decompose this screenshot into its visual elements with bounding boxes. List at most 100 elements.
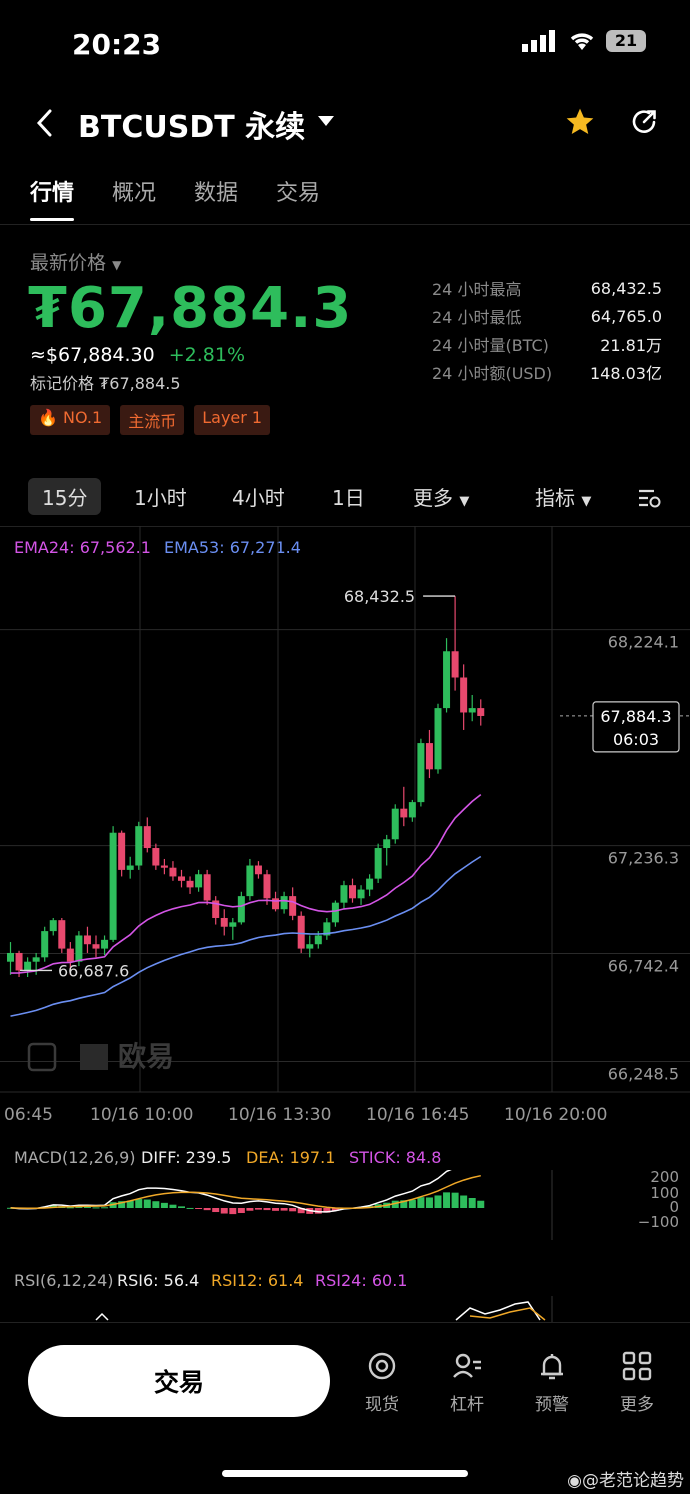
stat-label: 24 小时量(BTC) — [432, 336, 549, 355]
macd-histogram-bar — [425, 1197, 433, 1208]
share-icon[interactable] — [628, 106, 660, 138]
macd-histogram-bar — [443, 1192, 451, 1208]
caret-down-icon: ▼ — [581, 494, 592, 509]
candle-body — [92, 944, 100, 949]
weibo-handle: @老范论趋势 — [582, 1471, 684, 1491]
timeframe-more[interactable]: 更多 ▼ — [413, 482, 469, 511]
macd-diff-line — [10, 1170, 452, 1213]
macd-diff: DIFF: 239.5 — [141, 1148, 232, 1167]
macd-stick: STICK: 84.8 — [349, 1148, 442, 1167]
grid-icon — [622, 1351, 652, 1381]
tab-data[interactable]: 数据 — [194, 181, 239, 206]
price-label-text: 最新价格 — [30, 252, 107, 274]
macd-histogram-bar — [263, 1208, 271, 1211]
chevron-down-icon[interactable] — [316, 114, 336, 128]
usd-price-row: ≈$67,884.30 +2.81% — [30, 344, 245, 366]
stat-row: 24 小时量(BTC) 21.81万 — [432, 330, 662, 358]
candle-body — [314, 935, 322, 945]
candle-body — [126, 865, 134, 870]
macd-histogram-bar — [408, 1199, 416, 1208]
candle-body — [195, 874, 203, 888]
rank-badge[interactable]: 🔥 NO.1 — [30, 405, 111, 435]
y-tick-label: 66,742.4 — [608, 957, 679, 976]
candle-body — [15, 952, 23, 971]
chart-settings-icon[interactable] — [638, 488, 662, 508]
macd-tick-label: 100 — [650, 1184, 679, 1202]
macd-histogram-bar — [460, 1195, 468, 1208]
current-price-box — [592, 701, 680, 753]
timeframe-4h[interactable]: 4小时 — [232, 486, 285, 510]
macd-tick-label: 200 — [650, 1170, 679, 1186]
usd-price: ≈$67,884.30 — [30, 344, 155, 366]
candle-body — [178, 876, 185, 881]
fire-icon: 🔥 — [38, 408, 58, 427]
nav-alerts[interactable]: 预警 — [522, 1350, 582, 1415]
macd-histogram-bar — [212, 1208, 220, 1213]
logo-icon — [80, 1044, 108, 1070]
stat-value: 68,432.5 — [590, 278, 662, 298]
back-icon[interactable] — [34, 108, 56, 138]
macd-histogram-bar — [434, 1195, 442, 1208]
macd-histogram-bar — [92, 1207, 100, 1209]
macd-histogram-bar — [289, 1208, 297, 1212]
candle-body — [400, 808, 408, 818]
tab-market[interactable]: 行情 — [30, 175, 75, 221]
tab-trade[interactable]: 交易 — [276, 181, 321, 206]
candle-body — [220, 917, 228, 927]
candle-body — [75, 935, 83, 962]
macd-histogram-bar — [83, 1207, 91, 1209]
macd-histogram-bar — [477, 1200, 485, 1208]
tab-overview[interactable]: 概况 — [112, 181, 157, 206]
candle-body — [263, 874, 271, 899]
symbol-title[interactable]: BTCUSDT 永续 — [78, 110, 306, 145]
home-indicator[interactable] — [222, 1470, 468, 1477]
candle-body — [408, 802, 416, 818]
star-icon[interactable] — [564, 106, 596, 138]
macd-histogram-bar — [280, 1208, 288, 1211]
current-price-label: 67,884.3 — [600, 707, 671, 726]
stat-value: 21.81万 — [600, 336, 662, 355]
candle-body — [280, 896, 288, 910]
candle-body — [7, 952, 14, 962]
candle-body — [331, 902, 339, 923]
rank-badge-label: NO.1 — [63, 408, 103, 427]
stat-label: 24 小时最高 — [432, 280, 522, 299]
price-label[interactable]: 最新价格 ▼ — [30, 248, 121, 275]
nav-spot[interactable]: 现货 — [352, 1350, 412, 1415]
candle-body — [391, 808, 399, 840]
caret-down-icon: ▼ — [112, 258, 122, 272]
candle-body — [383, 839, 391, 849]
rsi12-value: RSI12: 61.4 — [211, 1271, 304, 1290]
nav-margin[interactable]: 杠杆 — [437, 1350, 497, 1415]
candle-body — [434, 708, 442, 770]
indicators-label: 指标 — [535, 486, 575, 510]
macd-histogram-bar — [331, 1208, 339, 1211]
timeframe-1h[interactable]: 1小时 — [134, 486, 187, 510]
macd-histogram-bar — [195, 1208, 203, 1209]
macd-histogram-bar — [66, 1207, 74, 1209]
fullscreen-icon — [27, 1042, 57, 1072]
macd-histogram-bar — [391, 1200, 399, 1208]
layer-badge[interactable]: Layer 1 — [194, 405, 271, 435]
macd-histogram-bar — [314, 1208, 322, 1214]
trade-button[interactable]: 交易 — [28, 1345, 330, 1417]
macd-histogram-bar — [229, 1208, 237, 1215]
stat-row: 24 小时最高 68,432.5 — [432, 274, 662, 302]
candle-body — [417, 743, 425, 803]
macd-dea-line — [10, 1174, 481, 1210]
timeframe-1d[interactable]: 1日 — [332, 486, 365, 510]
stat-row: 24 小时额(USD) 148.03亿 — [432, 358, 662, 386]
countdown-label: 06:03 — [613, 730, 659, 749]
candle-body — [477, 708, 485, 716]
macd-histogram-bar — [75, 1206, 83, 1208]
timeframe-15m[interactable]: 15分 — [28, 478, 102, 515]
nav-more[interactable]: 更多 — [607, 1350, 667, 1415]
stat-label: 24 小时额(USD) — [432, 364, 553, 383]
timeframe-bar: 15分 1小时 4小时 1日 更多 ▼ 指标 ▼ — [0, 474, 690, 524]
candlestick-chart[interactable]: 68,224.1 67,236.3 66,742.4 66,248.5 06:45 10/… — [0, 526, 690, 1140]
category-badge[interactable]: 主流币 — [120, 405, 185, 435]
candle-body — [357, 889, 365, 899]
weibo-icon: ◉ — [567, 1471, 582, 1491]
indicators-menu[interactable]: 指标 ▼ — [535, 482, 591, 511]
